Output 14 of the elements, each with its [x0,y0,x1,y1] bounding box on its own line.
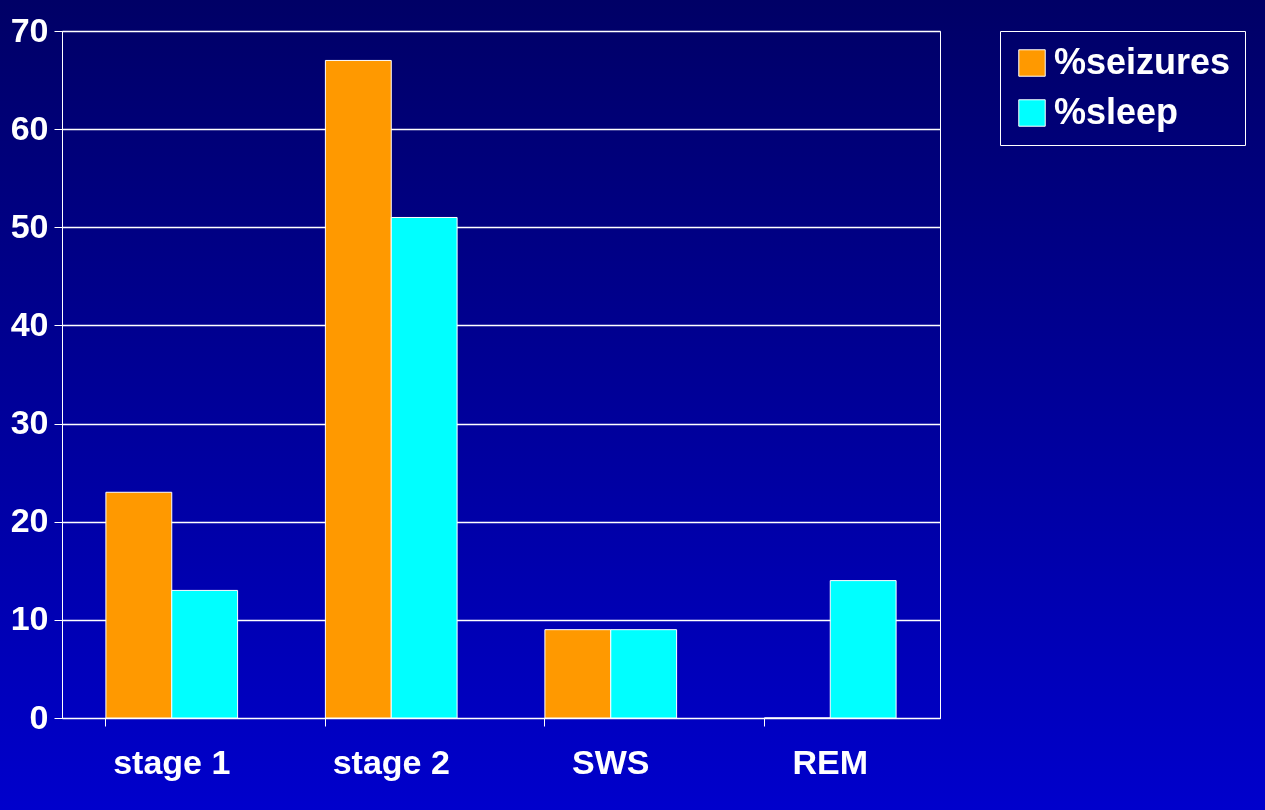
y-tick-label: 0 [29,697,49,736]
legend-label: %seizures [1054,41,1231,82]
y-tick-label: 50 [10,206,49,245]
x-tick-label: stage 2 [332,742,450,781]
legend-label: %sleep [1054,91,1179,132]
x-tick-label: stage 1 [113,742,231,781]
y-tick-label: 40 [10,304,49,343]
y-tick-label: 30 [10,403,49,442]
y-tick-label: 20 [10,501,49,540]
x-tick-label: SWS [572,742,650,781]
y-tick-label: 60 [10,108,49,147]
y-tick-label: 70 [10,10,49,49]
x-tick-label: REM [792,742,869,781]
y-tick-label: 10 [10,599,49,638]
